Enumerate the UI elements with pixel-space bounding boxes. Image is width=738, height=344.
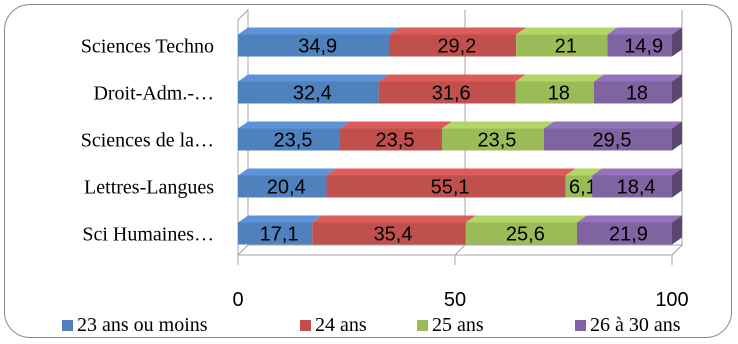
bar-segment — [607, 34, 672, 57]
bar-top-face — [441, 121, 554, 129]
bar-segment — [238, 128, 340, 151]
legend-label: 26 à 30 ans — [590, 314, 681, 336]
data-label: 14,9 — [624, 36, 663, 58]
data-label: 17,1 — [260, 224, 299, 246]
bar-end-face — [672, 27, 682, 57]
bar-segment — [441, 128, 544, 151]
data-label: 32,4 — [293, 83, 332, 105]
bar-end-face — [672, 168, 682, 198]
bar-top-face — [592, 168, 682, 176]
data-label: 21,9 — [609, 224, 648, 246]
data-label: 23,5 — [376, 130, 415, 152]
bar-segment — [238, 34, 390, 57]
bar-segment — [389, 34, 517, 57]
data-label: 29,2 — [437, 36, 476, 58]
data-label: 18 — [626, 83, 648, 105]
bar-top-face — [543, 121, 682, 129]
bar-top-face — [339, 121, 452, 129]
bar-segment — [326, 175, 566, 198]
legend-swatch — [62, 320, 73, 331]
bar-top-face — [238, 121, 350, 129]
data-label: 21 — [555, 36, 577, 58]
data-label: 20,4 — [267, 177, 306, 199]
bar-top-face — [565, 168, 603, 176]
bar-segment — [515, 81, 594, 104]
legend-swatch — [300, 320, 311, 331]
bar-top-face — [238, 27, 400, 35]
bar-segment — [576, 222, 672, 245]
bar-segment — [378, 81, 516, 104]
data-label: 29,5 — [593, 130, 632, 152]
bar-end-face — [672, 74, 682, 104]
bar-top-face — [607, 27, 682, 35]
data-label: 23,5 — [478, 130, 517, 152]
data-label: 18 — [548, 83, 570, 105]
bar-top-face — [515, 74, 604, 82]
bar-top-face — [238, 215, 323, 223]
data-label: 31,6 — [432, 83, 471, 105]
bar-segment — [238, 81, 379, 104]
bar-top-face — [465, 215, 587, 223]
bar-segment — [238, 175, 327, 198]
category-label: Sci Humaines… — [82, 224, 214, 246]
bar-segment — [238, 222, 313, 245]
bar-segment — [543, 128, 672, 151]
bar-top-face — [516, 27, 618, 35]
category-label: Droit-Adm.-… — [93, 83, 214, 105]
category-label: Sciences de la… — [81, 130, 214, 152]
gridline-floor — [454, 244, 466, 256]
data-label: 23,5 — [274, 130, 313, 152]
data-label: 6,1 — [569, 177, 597, 199]
data-label: 35,4 — [374, 224, 413, 246]
bar-top-face — [389, 27, 527, 35]
bar-end-face — [672, 121, 682, 151]
bar-top-face — [326, 168, 576, 176]
legend-swatch — [417, 320, 428, 331]
x-tick-label: 50 — [444, 289, 466, 311]
bar-top-face — [312, 215, 476, 223]
bar-end-face — [672, 215, 682, 245]
data-label: 25,6 — [506, 224, 545, 246]
x-tick-label: 100 — [655, 289, 688, 311]
bar-segment — [339, 128, 442, 151]
bar-segment — [593, 81, 672, 104]
data-label: 55,1 — [431, 177, 470, 199]
data-label: 18,4 — [617, 177, 656, 199]
bar-top-face — [593, 74, 682, 82]
gridline-floor — [671, 244, 683, 256]
bar-top-face — [238, 74, 389, 82]
legend-label: 24 ans — [315, 314, 367, 336]
data-label: 34,9 — [298, 36, 337, 58]
gridline-floor — [237, 244, 249, 256]
bar-segment — [565, 175, 593, 198]
category-label: Lettres-Langues — [84, 177, 214, 199]
category-label: Sciences Techno — [81, 36, 214, 58]
legend-label: 25 ans — [432, 314, 484, 336]
legend-swatch — [575, 320, 586, 331]
bar-segment — [516, 34, 608, 57]
bar-segment — [312, 222, 466, 245]
bar-segment — [592, 175, 672, 198]
bar-segment — [465, 222, 577, 245]
bar-top-face — [378, 74, 526, 82]
x-tick-label: 0 — [232, 289, 243, 311]
bar-top-face — [238, 168, 337, 176]
legend-label: 23 ans ou moins — [77, 314, 208, 336]
bar-top-face — [576, 215, 682, 223]
